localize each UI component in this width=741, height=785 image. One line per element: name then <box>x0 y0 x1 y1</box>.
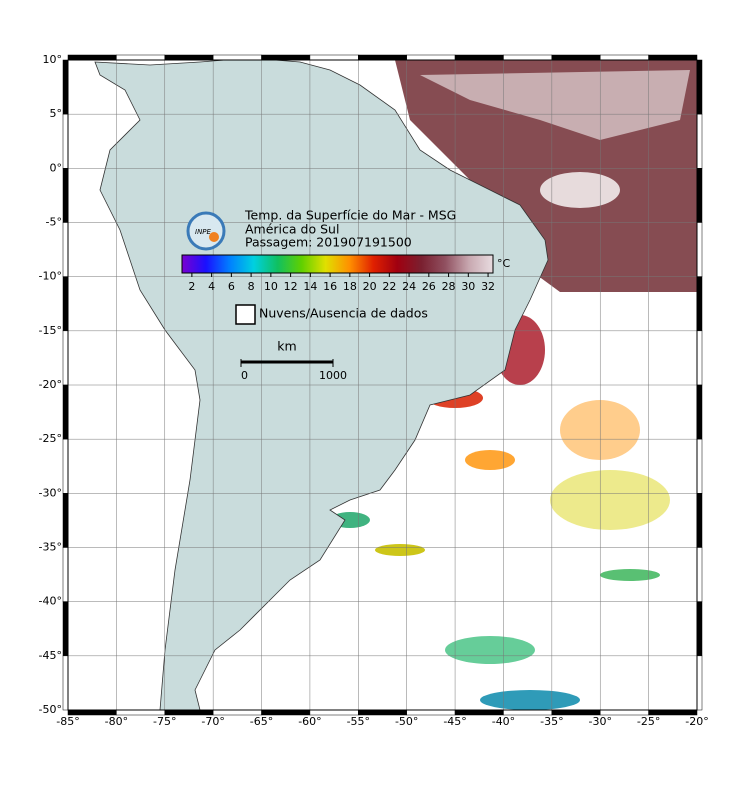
frame-border <box>67 59 698 711</box>
lat-tick-label: 10° <box>43 53 63 66</box>
logo-sun <box>209 232 219 242</box>
frame-segment <box>116 54 166 61</box>
frame-segment <box>551 54 601 61</box>
pass-time: Passagem: 201907191500 <box>245 235 412 250</box>
frame-segment <box>212 54 262 61</box>
lat-tick-label: -45° <box>39 649 62 662</box>
frame-segment <box>696 222 703 277</box>
lon-tick-label: -50° <box>395 715 418 728</box>
colorbar-tick-label: 26 <box>422 280 436 293</box>
colorbar-tick-label: 24 <box>402 280 416 293</box>
frame-segment <box>62 113 69 169</box>
frame-segment <box>648 54 698 61</box>
frame-segment <box>406 54 456 61</box>
colorbar-tick-label: 32 <box>481 280 495 293</box>
scale-tick-label: 0 <box>241 369 248 382</box>
frame-segment <box>62 222 69 277</box>
lat-tick-label: -50° <box>39 703 62 716</box>
colorbar-tick-label: 20 <box>363 280 377 293</box>
lat-tick-label: 0° <box>50 161 63 174</box>
colorbar-tick-label: 12 <box>284 280 298 293</box>
frame-segment <box>309 54 359 61</box>
lat-tick-label: 5° <box>50 107 63 120</box>
frame-segment <box>62 601 69 657</box>
frame-segment <box>62 168 69 223</box>
colorbar-tick-label: 6 <box>228 280 235 293</box>
colorbar-tick-label: 4 <box>208 280 215 293</box>
lat-tick-label: -30° <box>39 486 62 499</box>
lat-tick-label: -20° <box>39 378 62 391</box>
frame-segment <box>164 54 214 61</box>
lon-tick-label: -20° <box>685 715 708 728</box>
colorbar-tick-label: 2 <box>188 280 195 293</box>
legend-swatch <box>235 304 256 325</box>
lon-tick-label: -80° <box>105 715 128 728</box>
scale-unit: km <box>277 339 296 354</box>
frame-segment <box>62 59 69 115</box>
lon-tick-label: -65° <box>250 715 273 728</box>
frame-segment <box>696 168 703 223</box>
colorbar-tick-label: 14 <box>303 280 317 293</box>
lat-tick-label: -10° <box>39 270 62 283</box>
frame-segment <box>696 438 703 494</box>
frame-segment <box>62 493 69 548</box>
lon-tick-label: -70° <box>201 715 224 728</box>
frame-segment <box>599 54 649 61</box>
colorbar-tick-label: 16 <box>323 280 337 293</box>
lat-tick-label: -35° <box>39 541 62 554</box>
lon-tick-label: -30° <box>588 715 611 728</box>
frame <box>62 54 703 716</box>
frame-segment <box>696 276 703 332</box>
lat-tick-label: -5° <box>46 216 62 229</box>
logo-text: INPE <box>195 228 212 236</box>
frame-segment <box>62 438 69 494</box>
colorbar: 2 4 6 8 10 12 14 16 18 20 22 24 26 28 30 32 <box>181 254 495 293</box>
frame-segment <box>62 655 69 711</box>
lon-tick-label: -35° <box>540 715 563 728</box>
frame-segment <box>62 547 69 602</box>
colorbar-fill <box>181 254 494 274</box>
lat-tick-label: -40° <box>39 595 62 608</box>
lon-tick-label: -75° <box>153 715 176 728</box>
frame-segment <box>696 655 703 711</box>
frame-segment <box>62 330 69 386</box>
sst-field <box>330 60 697 710</box>
title: Temp. da Superfície do Mar - MSG <box>244 208 456 223</box>
frame-segment <box>696 384 703 440</box>
lat-tick-label: -15° <box>39 324 62 337</box>
lon-tick-label: -60° <box>298 715 321 728</box>
frame-segment <box>454 54 504 61</box>
frame-segment <box>696 330 703 386</box>
lon-tick-label: -45° <box>443 715 466 728</box>
scale-bar: 0 1000 <box>240 359 347 382</box>
colorbar-tick-label: 28 <box>442 280 456 293</box>
colorbar-tick-label: 22 <box>382 280 396 293</box>
colorbar-tick-label: 30 <box>461 280 475 293</box>
lon-tick-label: -25° <box>637 715 660 728</box>
frame-segment <box>696 547 703 602</box>
frame-segment <box>696 601 703 657</box>
frame-segment <box>696 493 703 548</box>
frame-segment <box>503 54 553 61</box>
frame-segment <box>62 276 69 332</box>
colorbar-tick-label: 8 <box>248 280 255 293</box>
frame-segment <box>696 59 703 115</box>
lat-tick-label: -25° <box>39 432 62 445</box>
lon-tick-label: -55° <box>347 715 370 728</box>
frame-segment <box>261 54 311 61</box>
colorbar-tick-label: 18 <box>343 280 357 293</box>
frame-segment <box>67 54 117 61</box>
legend-label: Nuvens/Ausencia de dados <box>259 306 428 321</box>
colorbar-tick-label: 10 <box>264 280 278 293</box>
region: América do Sul <box>245 222 339 237</box>
frame-segment <box>696 113 703 169</box>
scale-tick-label: 1000 <box>319 369 347 382</box>
frame-segment <box>358 54 407 61</box>
colorbar-unit: °C <box>497 257 511 270</box>
lon-tick-label: -40° <box>492 715 515 728</box>
lon-tick-label: -85° <box>56 715 79 728</box>
frame-segment <box>62 384 69 440</box>
